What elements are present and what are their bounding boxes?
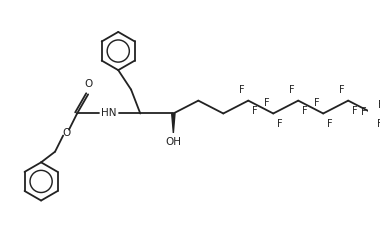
Text: F: F <box>352 106 358 116</box>
Text: F: F <box>327 119 332 129</box>
Text: HN: HN <box>101 109 117 119</box>
Text: F: F <box>277 119 283 129</box>
Text: F: F <box>314 98 320 108</box>
Text: F: F <box>361 107 367 117</box>
Text: O: O <box>84 78 92 88</box>
Text: F: F <box>302 106 308 116</box>
Text: F: F <box>289 85 294 95</box>
Text: F: F <box>264 98 269 108</box>
Text: F: F <box>239 85 244 95</box>
Polygon shape <box>172 114 175 133</box>
Text: F: F <box>339 85 344 95</box>
Text: F: F <box>377 119 380 129</box>
Text: O: O <box>62 127 70 138</box>
Text: F: F <box>252 106 258 116</box>
Text: F: F <box>378 100 380 110</box>
Text: OH: OH <box>165 137 181 147</box>
